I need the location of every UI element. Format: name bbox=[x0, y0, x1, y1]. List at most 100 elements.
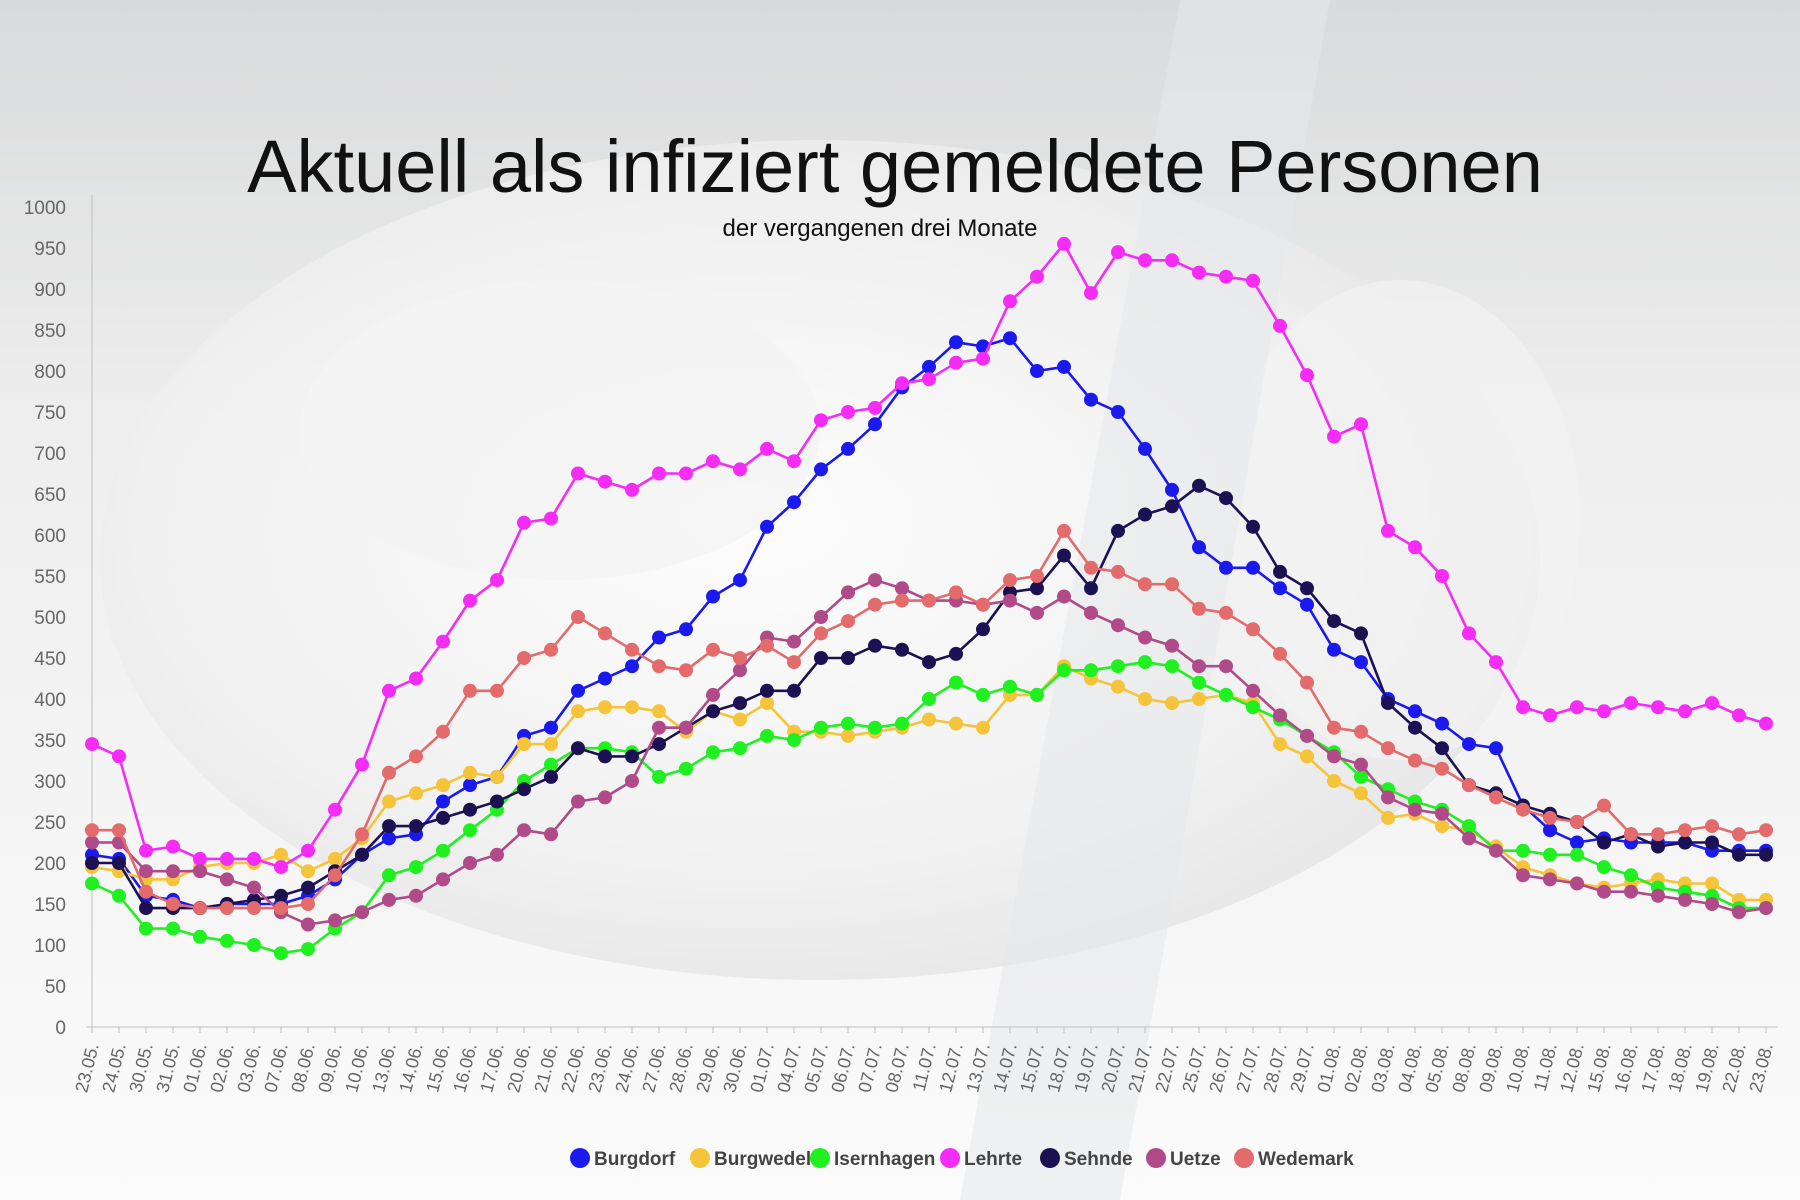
data-point-lehrte bbox=[814, 413, 828, 428]
y-tick-label: 50 bbox=[45, 977, 66, 998]
data-point-sehnde bbox=[733, 696, 747, 711]
data-point-isernhagen bbox=[1354, 769, 1368, 784]
data-point-burgwedel bbox=[328, 851, 342, 866]
data-point-uetze bbox=[733, 663, 747, 678]
data-point-lehrte bbox=[193, 851, 207, 866]
legend-marker bbox=[940, 1148, 960, 1168]
legend-item-isernhagen[interactable]: Isernhagen bbox=[810, 1148, 935, 1170]
data-point-lehrte bbox=[1624, 696, 1638, 711]
data-point-lehrte bbox=[976, 351, 990, 366]
legend-label: Wedemark bbox=[1258, 1149, 1354, 1170]
data-point-wedemark bbox=[247, 901, 261, 916]
data-point-sehnde bbox=[1165, 499, 1179, 514]
data-point-sehnde bbox=[571, 741, 585, 756]
data-point-sehnde bbox=[1084, 581, 1098, 596]
data-point-lehrte bbox=[382, 683, 396, 698]
legend-marker bbox=[690, 1148, 710, 1168]
y-tick-label: 450 bbox=[34, 649, 66, 670]
y-tick-label: 1000 bbox=[24, 198, 66, 219]
data-point-uetze bbox=[868, 573, 882, 588]
data-point-isernhagen bbox=[706, 745, 720, 760]
data-point-lehrte bbox=[733, 462, 747, 477]
data-point-isernhagen bbox=[301, 942, 315, 957]
data-point-burgdorf bbox=[1543, 823, 1557, 838]
data-point-wedemark bbox=[571, 610, 585, 624]
data-point-burgwedel bbox=[571, 704, 585, 719]
data-point-uetze bbox=[1138, 630, 1152, 645]
y-tick-label: 200 bbox=[34, 854, 66, 875]
data-point-uetze bbox=[85, 835, 99, 850]
data-point-burgdorf bbox=[949, 335, 963, 350]
data-point-sehnde bbox=[787, 683, 801, 698]
data-point-burgdorf bbox=[1192, 540, 1206, 555]
data-point-uetze bbox=[1327, 749, 1341, 764]
data-point-uetze bbox=[301, 917, 315, 932]
data-point-isernhagen bbox=[1462, 819, 1476, 834]
data-point-sehnde bbox=[382, 819, 396, 834]
data-point-wedemark bbox=[436, 724, 450, 739]
data-point-burgdorf bbox=[1057, 359, 1071, 374]
data-point-sehnde bbox=[436, 810, 450, 825]
legend-label: Uetze bbox=[1170, 1149, 1221, 1170]
data-point-wedemark bbox=[1030, 569, 1044, 583]
data-point-burgwedel bbox=[949, 716, 963, 731]
data-point-uetze bbox=[517, 823, 531, 838]
data-point-wedemark bbox=[463, 683, 477, 698]
data-point-lehrte bbox=[679, 466, 693, 481]
data-point-isernhagen bbox=[1111, 659, 1125, 674]
data-point-wedemark bbox=[1300, 675, 1314, 690]
data-point-lehrte bbox=[1435, 569, 1449, 583]
data-point-lehrte bbox=[1705, 696, 1719, 711]
data-point-wedemark bbox=[1489, 790, 1503, 805]
data-point-lehrte bbox=[409, 671, 423, 686]
data-point-burgdorf bbox=[868, 417, 882, 432]
legend-item-sehnde[interactable]: Sehnde bbox=[1040, 1148, 1133, 1170]
data-point-sehnde bbox=[1435, 741, 1449, 756]
data-point-uetze bbox=[895, 581, 909, 596]
legend-item-lehrte[interactable]: Lehrte bbox=[940, 1148, 1022, 1170]
data-point-burgwedel bbox=[1435, 819, 1449, 834]
data-point-sehnde bbox=[1327, 614, 1341, 629]
y-tick-label: 350 bbox=[34, 731, 66, 752]
y-tick-label: 250 bbox=[34, 813, 66, 834]
legend-item-uetze[interactable]: Uetze bbox=[1146, 1148, 1221, 1170]
data-point-lehrte bbox=[787, 454, 801, 469]
data-point-uetze bbox=[1165, 638, 1179, 653]
data-point-burgwedel bbox=[1381, 810, 1395, 825]
legend-item-burgwedel[interactable]: Burgwedel bbox=[690, 1148, 811, 1170]
legend-item-wedemark[interactable]: Wedemark bbox=[1234, 1148, 1354, 1170]
data-point-lehrte bbox=[1084, 286, 1098, 301]
data-point-lehrte bbox=[301, 843, 315, 858]
data-point-wedemark bbox=[328, 868, 342, 883]
data-point-sehnde bbox=[85, 856, 99, 870]
data-point-wedemark bbox=[1219, 605, 1233, 620]
data-point-sehnde bbox=[1705, 835, 1719, 850]
data-point-sehnde bbox=[598, 749, 612, 764]
data-point-isernhagen bbox=[1624, 868, 1638, 883]
legend-item-burgdorf[interactable]: Burgdorf bbox=[570, 1148, 676, 1170]
data-point-burgwedel bbox=[976, 720, 990, 735]
data-point-uetze bbox=[1003, 593, 1017, 608]
y-tick-label: 500 bbox=[34, 608, 66, 629]
data-point-uetze bbox=[1678, 892, 1692, 907]
data-point-burgdorf bbox=[1246, 560, 1260, 575]
data-point-uetze bbox=[166, 864, 180, 879]
data-point-wedemark bbox=[1003, 573, 1017, 588]
y-tick-label: 900 bbox=[34, 280, 66, 301]
data-point-lehrte bbox=[1165, 253, 1179, 268]
data-point-wedemark bbox=[598, 626, 612, 641]
data-point-lehrte bbox=[571, 466, 585, 481]
data-point-uetze bbox=[544, 827, 558, 842]
data-point-lehrte bbox=[1327, 429, 1341, 444]
data-point-wedemark bbox=[1327, 720, 1341, 735]
data-point-burgdorf bbox=[733, 573, 747, 588]
y-tick-label: 750 bbox=[34, 403, 66, 424]
data-point-isernhagen bbox=[895, 716, 909, 731]
data-point-wedemark bbox=[1651, 827, 1665, 842]
data-point-burgdorf bbox=[382, 831, 396, 846]
data-point-sehnde bbox=[868, 638, 882, 653]
data-point-burgwedel bbox=[544, 737, 558, 752]
y-tick-label: 850 bbox=[34, 321, 66, 342]
data-point-uetze bbox=[1300, 728, 1314, 743]
data-point-sehnde bbox=[409, 819, 423, 834]
